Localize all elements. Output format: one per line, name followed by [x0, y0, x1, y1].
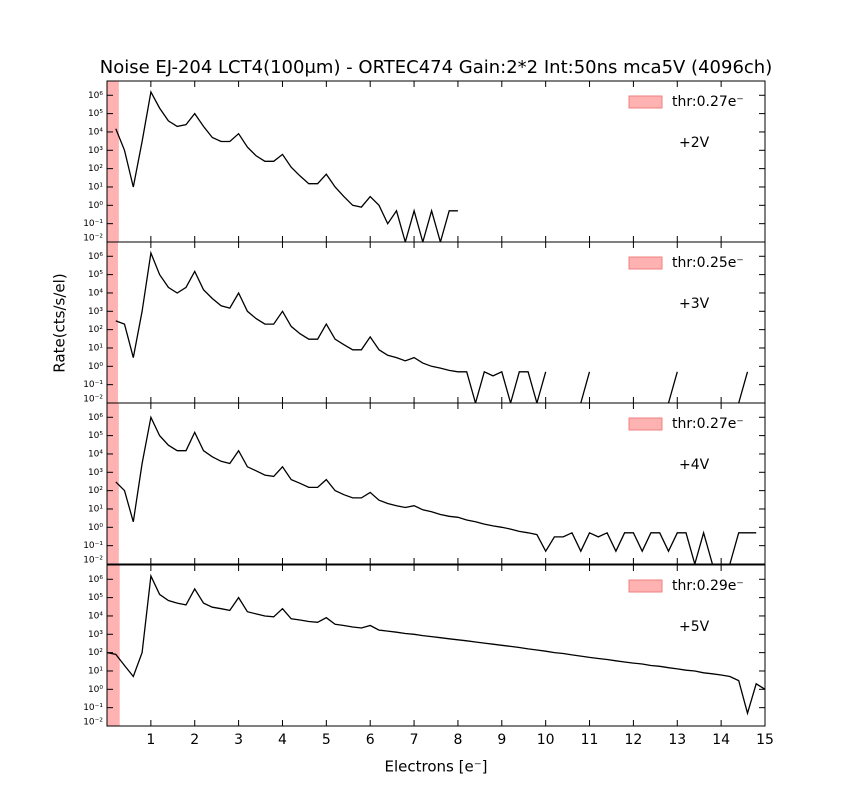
y-tick-label: 10⁻¹	[83, 219, 103, 229]
x-axis-label: Electrons [e⁻]	[385, 758, 488, 776]
y-tick-label: 10⁴	[88, 127, 103, 137]
y-tick-label: 10⁻¹	[83, 380, 103, 390]
y-tick-label: 10⁶	[88, 413, 103, 423]
data-line	[107, 573, 765, 716]
x-tick-label: 8	[453, 732, 462, 748]
y-tick-label: 10⁻¹	[83, 541, 103, 551]
threshold-span	[107, 565, 120, 726]
y-tick-label: 10⁰	[88, 362, 103, 372]
y-tick-label: 10¹	[88, 343, 103, 353]
x-tick-label: 1	[146, 732, 155, 748]
y-tick-label: 10⁻²	[83, 718, 103, 728]
threshold-span	[107, 242, 118, 403]
x-tick-label: 10	[537, 732, 555, 748]
chart-title: Noise EJ-204 LCT4(100μm) - ORTEC474 Gain…	[100, 57, 772, 78]
threshold-span	[107, 403, 119, 564]
y-tick-label: 10³	[88, 468, 103, 478]
y-tick-label: 10³	[88, 307, 103, 317]
legend-label: thr:0.25e⁻	[672, 255, 744, 271]
y-tick-label: 10⁰	[88, 685, 103, 695]
annotation: +4V	[679, 457, 710, 473]
y-tick-label: 10¹	[88, 504, 103, 514]
y-tick-label: 10⁶	[88, 575, 103, 585]
y-tick-label: 10⁴	[88, 449, 103, 459]
data-line	[115, 415, 757, 564]
y-tick-label: 10²	[88, 325, 103, 335]
y-axis-label: Rate(cts/s/el)	[51, 273, 69, 372]
annotation: +3V	[679, 296, 710, 312]
y-tick-label: 10⁰	[88, 523, 103, 533]
data-line	[115, 250, 749, 403]
x-tick-label: 14	[712, 732, 730, 748]
y-tick-label: 10⁵	[88, 431, 103, 441]
y-tick-label: 10³	[88, 630, 103, 640]
y-tick-label: 10⁰	[88, 201, 103, 211]
legend-swatch	[628, 95, 663, 109]
x-tick-label: 5	[322, 732, 331, 748]
annotation: +2V	[679, 135, 710, 151]
x-tick-label: 11	[581, 732, 599, 748]
data-line	[115, 90, 458, 242]
axes-frame	[106, 80, 766, 243]
x-tick-label: 13	[668, 732, 686, 748]
axes-frame	[106, 241, 766, 404]
x-tick-label: 2	[190, 732, 199, 748]
y-tick-label: 10¹	[88, 666, 103, 676]
legend-label: thr:0.29e⁻	[672, 578, 744, 594]
y-tick-label: 10²	[88, 164, 103, 174]
y-tick-label: 10⁶	[88, 252, 103, 262]
y-tick-label: 10⁻²	[83, 234, 103, 244]
axes-frame	[106, 402, 766, 565]
x-tick-label: 3	[234, 732, 243, 748]
y-tick-label: 10⁴	[88, 288, 103, 298]
y-tick-label: 10¹	[88, 182, 103, 192]
y-tick-label: 10⁵	[88, 109, 103, 119]
y-tick-label: 10³	[88, 146, 103, 156]
threshold-span	[107, 81, 119, 242]
y-tick-label: 10²	[88, 648, 103, 658]
x-tick-label: 4	[278, 732, 287, 748]
x-tick-label: 6	[366, 732, 375, 748]
y-tick-label: 10⁻²	[83, 395, 103, 405]
legend-label: thr:0.27e⁻	[672, 94, 744, 110]
y-tick-label: 10⁴	[88, 611, 103, 621]
y-tick-label: 10⁵	[88, 593, 103, 603]
legend-label: thr:0.27e⁻	[672, 416, 744, 432]
y-tick-label: 10⁵	[88, 270, 103, 280]
y-tick-label: 10⁻¹	[83, 703, 103, 713]
y-tick-label: 10⁶	[88, 91, 103, 101]
axes-frame	[106, 564, 766, 727]
legend-swatch	[628, 417, 663, 431]
x-tick-label: 15	[756, 732, 774, 748]
x-tick-label: 7	[410, 732, 419, 748]
y-tick-label: 10⁻²	[83, 556, 103, 566]
y-tick-label: 10²	[88, 486, 103, 496]
x-tick-label: 12	[624, 732, 642, 748]
x-tick-label: 9	[497, 732, 506, 748]
legend-swatch	[628, 579, 663, 593]
annotation: +5V	[679, 619, 710, 635]
legend-swatch	[628, 256, 663, 270]
